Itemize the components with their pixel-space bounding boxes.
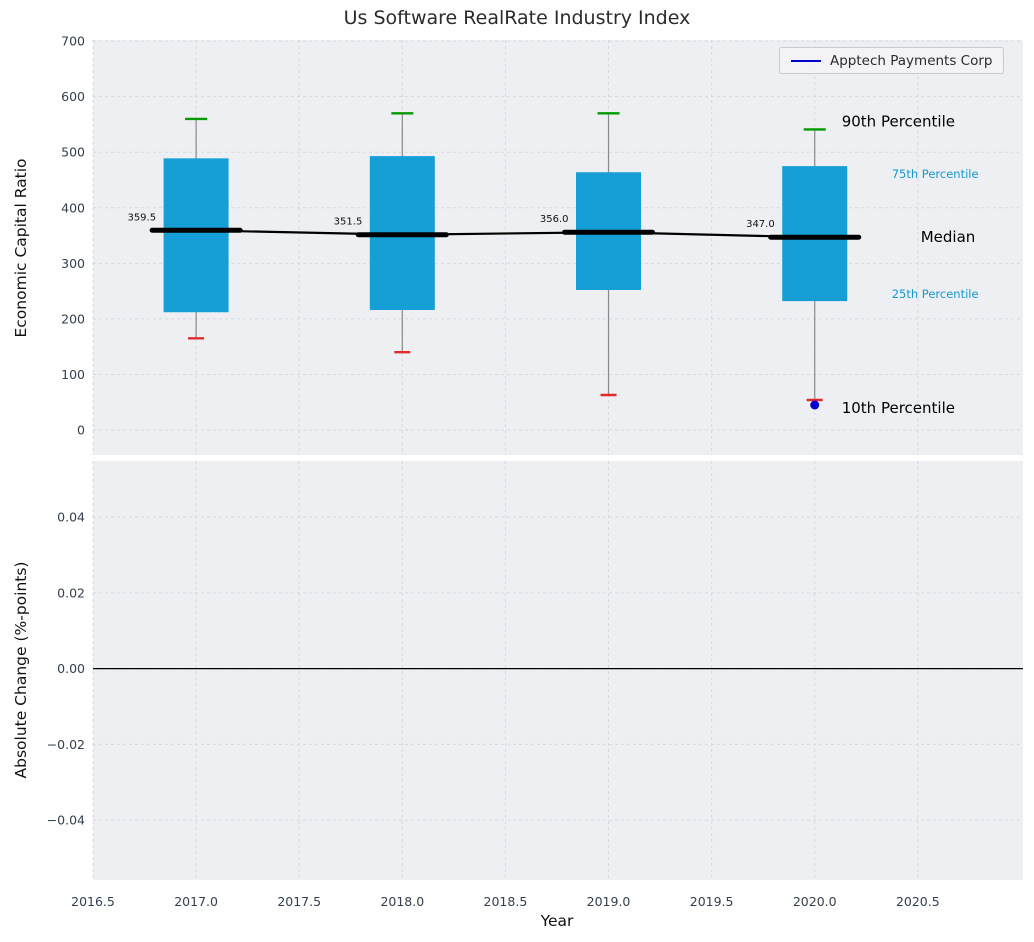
median-value-label: 347.0 <box>746 219 775 230</box>
bottom-y-tick-label: −0.02 <box>47 737 85 752</box>
x-tick-label: 2018.5 <box>484 894 528 909</box>
legend-label: Apptech Payments Corp <box>830 52 993 69</box>
p10-annotation: 10th Percentile <box>842 399 955 417</box>
company-point <box>810 400 820 410</box>
x-tick-label: 2020.0 <box>793 894 837 909</box>
median-value-label: 356.0 <box>540 214 569 225</box>
top-y-tick-label: 300 <box>61 256 85 271</box>
x-tick-label: 2017.5 <box>277 894 321 909</box>
iqr-box <box>782 166 848 302</box>
top-panel-bg <box>93 40 1023 455</box>
p75-annotation: 75th Percentile <box>892 167 979 181</box>
median-annotation: Median <box>921 228 976 246</box>
x-axis-label: Year <box>540 912 574 930</box>
x-tick-label: 2018.0 <box>380 894 424 909</box>
top-y-tick-label: 0 <box>77 423 85 438</box>
bottom-y-tick-label: 0.00 <box>57 661 85 676</box>
x-tick-label: 2020.5 <box>896 894 940 909</box>
top-y-tick-label: 200 <box>61 311 85 326</box>
chart-title: Us Software RealRate Industry Index <box>343 7 691 29</box>
p25-annotation: 25th Percentile <box>892 287 979 301</box>
x-tick-label: 2019.5 <box>690 894 734 909</box>
legend-line-sample <box>791 59 821 62</box>
median-trend-line <box>196 229 815 239</box>
top-y-axis-label: Economic Capital Ratio <box>12 158 30 338</box>
x-tick-label: 2019.0 <box>587 894 631 909</box>
top-y-tick-label: 700 <box>61 34 85 49</box>
bottom-y-tick-label: −0.04 <box>47 813 85 828</box>
legend: Apptech Payments Corp <box>779 47 1005 74</box>
bottom-y-tick-label: 0.02 <box>57 585 85 600</box>
bottom-panel-bg <box>93 461 1023 880</box>
x-tick-label: 2017.0 <box>174 894 218 909</box>
x-tick-label: 2016.5 <box>71 894 115 909</box>
bottom-y-tick-label: 0.04 <box>57 510 85 525</box>
top-y-tick-label: 600 <box>61 89 85 104</box>
median-value-label: 351.5 <box>334 217 363 228</box>
top-y-tick-label: 100 <box>61 367 85 382</box>
bottom-y-axis-label: Absolute Change (%-points) <box>12 561 30 779</box>
p90-annotation: 90th Percentile <box>842 112 955 130</box>
iqr-box <box>163 158 229 313</box>
median-value-label: 359.5 <box>127 212 156 223</box>
top-y-tick-label: 500 <box>61 145 85 160</box>
top-y-tick-label: 400 <box>61 200 85 215</box>
